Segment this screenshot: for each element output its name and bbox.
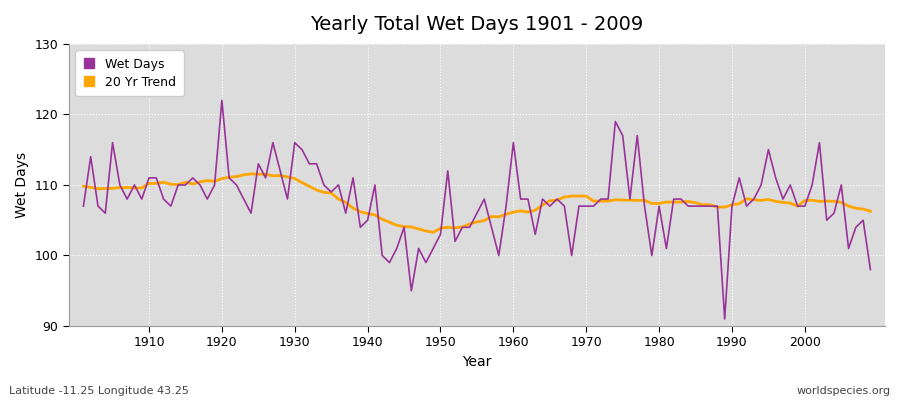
Text: worldspecies.org: worldspecies.org — [796, 386, 891, 396]
Title: Yearly Total Wet Days 1901 - 2009: Yearly Total Wet Days 1901 - 2009 — [310, 15, 644, 34]
Legend: Wet Days, 20 Yr Trend: Wet Days, 20 Yr Trend — [75, 50, 184, 96]
X-axis label: Year: Year — [463, 355, 491, 369]
Y-axis label: Wet Days: Wet Days — [15, 152, 29, 218]
Text: Latitude -11.25 Longitude 43.25: Latitude -11.25 Longitude 43.25 — [9, 386, 189, 396]
